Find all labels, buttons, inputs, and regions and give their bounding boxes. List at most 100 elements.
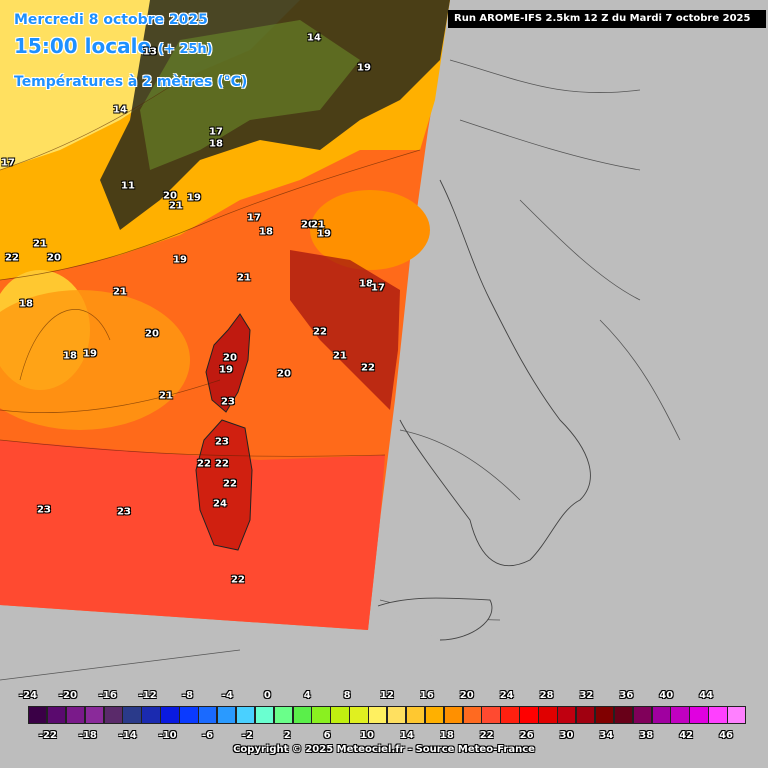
legend-swatch — [28, 706, 48, 724]
italy-coast-relief — [290, 250, 400, 410]
legend-swatch — [273, 706, 294, 724]
temperature-label: 23 — [117, 506, 131, 518]
temperature-label: 21 — [159, 390, 173, 402]
temperature-label: 17 — [209, 126, 223, 138]
legend-label-bottom: 34 — [599, 730, 614, 741]
parameter-title: Températures à 2 mètres (°C) — [14, 74, 248, 90]
forecast-date: Mercredi 8 octobre 2025 — [14, 12, 208, 28]
legend-swatch — [235, 706, 256, 724]
temperature-label: 20 — [163, 190, 177, 202]
forecast-lead: (+ 25h) — [157, 42, 213, 57]
legend-label-top: 0 — [263, 690, 271, 701]
temperature-label: 14 — [307, 32, 321, 44]
legend-swatch — [387, 706, 407, 724]
temperature-label: 20 — [301, 219, 315, 231]
legend-swatch — [651, 706, 671, 724]
temperature-label: 19 — [219, 364, 233, 376]
legend-swatch — [727, 706, 747, 724]
temperature-label: 18 — [19, 298, 33, 310]
legend-swatch — [462, 706, 482, 724]
temperature-label: 23 — [221, 396, 235, 408]
legend-swatch — [424, 706, 445, 724]
legend-swatch — [84, 706, 105, 724]
legend-swatch — [292, 706, 312, 724]
temperature-label: 19 — [317, 228, 331, 240]
legend-label-bottom: 30 — [559, 730, 574, 741]
legend-label-top: 4 — [303, 690, 311, 701]
legend-swatch — [198, 706, 218, 724]
legend-swatch — [519, 706, 539, 724]
legend-label-top: 8 — [343, 690, 351, 701]
corsica — [205, 313, 251, 413]
legend-label-bottom: 18 — [439, 730, 454, 741]
legend-label-top: 28 — [539, 690, 554, 701]
legend-swatch — [46, 706, 67, 724]
legend-swatch — [500, 706, 520, 724]
legend-swatch — [254, 706, 275, 724]
temperature-label: 13 — [143, 46, 157, 58]
legend-swatch — [443, 706, 464, 724]
temperature-label: 22 — [215, 458, 229, 470]
legend-swatch — [575, 706, 596, 724]
legend-label-bottom: 14 — [399, 730, 414, 741]
temperature-label: 19 — [187, 192, 201, 204]
legend-swatch — [557, 706, 577, 724]
temperature-label: 21 — [237, 272, 251, 284]
legend-label-top: 24 — [499, 690, 514, 701]
legend-swatch — [481, 706, 501, 724]
legend-label-bottom: 26 — [519, 730, 534, 741]
legend-label-top: -4 — [221, 690, 233, 701]
temperature-label: 20 — [277, 368, 291, 380]
legend-swatch — [670, 706, 690, 724]
italy-outline — [399, 179, 591, 566]
temperature-label: 14 — [113, 104, 127, 116]
gulf-patch — [310, 190, 430, 270]
temperature-label: 20 — [223, 352, 237, 364]
legend-swatch — [216, 706, 237, 724]
legend-swatch — [349, 706, 369, 724]
temperature-label: 19 — [83, 348, 97, 360]
temperature-label: 22 — [5, 252, 19, 264]
legend-label-bottom: 6 — [323, 730, 331, 741]
temperature-label: 21 — [333, 350, 347, 362]
legend-label-top: -16 — [98, 690, 117, 701]
legend-label-top: -24 — [18, 690, 38, 701]
temperature-label: 24 — [213, 498, 227, 510]
temperature-label: 18 — [63, 350, 77, 362]
contour-lines — [0, 79, 421, 457]
temperature-label: 19 — [173, 254, 187, 266]
legend-label-bottom: 2 — [283, 730, 291, 741]
temperature-label: 17 — [247, 212, 261, 224]
legend-label-top: -12 — [138, 690, 157, 701]
temperature-label: 20 — [145, 328, 159, 340]
legend-swatch — [368, 706, 388, 724]
legend-label-bottom: 38 — [639, 730, 654, 741]
legend-label-bottom: 42 — [679, 730, 694, 741]
forecast-time: 15:00 locale (+ 25h) — [14, 34, 213, 58]
legend-swatch — [594, 706, 615, 724]
legend-swatch — [65, 706, 86, 724]
legend-label-top: 32 — [579, 690, 594, 701]
temperature-label: 21 — [169, 200, 183, 212]
legend-swatch — [538, 706, 558, 724]
temperature-label: 17 — [1, 157, 15, 169]
legend-label-top: 16 — [419, 690, 434, 701]
legend-label-top: 44 — [699, 690, 714, 701]
legend-swatch — [708, 706, 728, 724]
legend-label-top: 20 — [459, 690, 474, 701]
legend-label-bottom: 22 — [479, 730, 494, 741]
orange-patch — [0, 290, 190, 430]
legend-swatch — [613, 706, 634, 724]
legend-swatch — [405, 706, 426, 724]
legend-swatch — [311, 706, 331, 724]
legend-swatch — [103, 706, 123, 724]
temperature-label: 19 — [357, 62, 371, 74]
run-info: Run AROME-IFS 2.5km 12 Z du Mardi 7 octo… — [448, 10, 766, 28]
legend-swatch — [160, 706, 180, 724]
alps-relief-inner — [140, 20, 360, 170]
warm-band-south — [0, 440, 385, 630]
temperature-label: 18 — [259, 226, 273, 238]
legend-swatch — [122, 706, 142, 724]
legend-label-bottom: -22 — [38, 730, 57, 741]
